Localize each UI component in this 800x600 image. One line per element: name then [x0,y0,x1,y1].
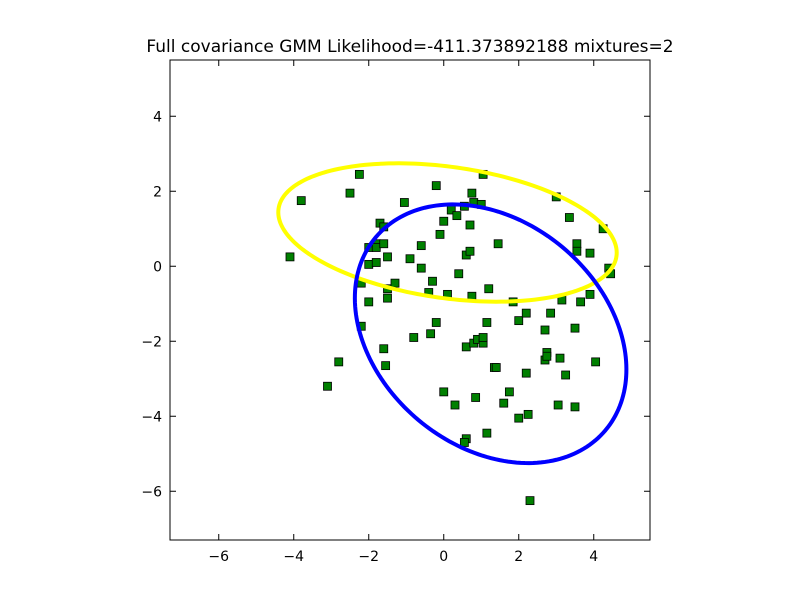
data-point [416,241,426,251]
data-point [345,188,355,198]
data-point [478,333,488,342]
plot-area: −6 −4 −2 0 2 4 −6 −4 −2 0 2 4 [141,59,651,565]
data-layer [276,161,629,506]
data-point [379,239,389,249]
data-point [399,198,409,207]
data-point [491,363,501,372]
data-point [439,387,449,397]
chart-title: Full covariance GMM Likelihood=-411.3738… [146,37,673,57]
data-point [521,308,531,318]
data-point [371,243,381,252]
data-point [450,400,460,410]
data-point [383,293,392,303]
y-tick-label: −6 [141,484,162,500]
data-point [379,344,389,354]
data-point [482,318,492,327]
data-point [521,368,531,378]
data-point [364,259,374,269]
x-tick-label: 2 [514,549,523,565]
data-point [431,181,441,191]
data-point [467,188,477,198]
data-point [576,297,586,307]
data-point [371,258,381,267]
x-tick-label: 4 [589,549,598,565]
gmm-ellipse-1 [276,161,619,304]
data-point [383,252,392,262]
data-point [465,220,475,230]
data-point [484,284,494,294]
data-point [493,239,503,249]
data-point [428,276,437,286]
data-point [354,169,364,179]
data-point [561,370,571,380]
data-point [553,400,563,410]
x-tick-label: −6 [208,549,229,565]
axes-frame [169,59,651,541]
y-tick-label: −4 [141,409,162,425]
data-point [465,246,475,256]
y-tick-label: −2 [141,334,162,350]
data-point [426,329,436,339]
y-tick-label: 0 [153,259,162,275]
gmm-ellipse-2 [352,202,629,466]
data-point [572,246,582,256]
data-point [435,229,445,239]
data-point [471,393,481,402]
data-point [572,239,582,249]
data-point [381,361,391,371]
data-point [454,269,464,279]
data-point [570,402,580,412]
data-point [416,263,426,273]
data-point [296,196,306,206]
data-point [570,323,580,333]
data-point [405,254,415,264]
data-point [546,308,556,318]
data-point [523,409,533,419]
x-tick-label: −2 [358,549,379,565]
data-point [482,428,492,438]
y-tick-label: 2 [153,184,162,200]
data-point [555,353,565,363]
data-point [542,351,552,361]
data-point [334,357,344,367]
data-point [585,289,595,299]
data-point [409,333,419,342]
data-point [540,325,550,335]
data-point [514,413,524,423]
data-point [564,213,574,222]
data-point [461,342,471,352]
data-point [585,248,595,258]
y-tick-label: 4 [153,109,162,125]
data-point [323,381,332,391]
data-point [390,278,400,288]
data-point [514,316,524,326]
data-point [285,252,295,262]
data-point [439,216,449,226]
data-point [591,357,601,367]
data-point [452,211,462,221]
data-point [431,318,441,327]
data-point [504,387,514,397]
data-point [459,438,469,447]
x-tick-label: 0 [439,549,448,565]
data-point [499,398,509,408]
data-point [525,496,535,506]
x-tick-label: −4 [283,549,304,565]
data-point [364,297,374,307]
